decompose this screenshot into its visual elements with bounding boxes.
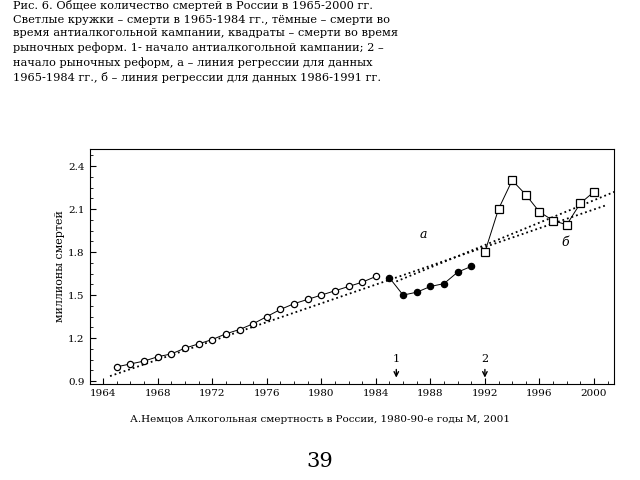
Text: 2: 2: [481, 354, 488, 376]
Text: Рис. 6. Общее количество смертей в России в 1965-2000 гг.
Светлые кружки – смерт: Рис. 6. Общее количество смертей в Росси…: [13, 0, 398, 83]
Text: 1: 1: [393, 354, 400, 376]
Text: б: б: [561, 236, 569, 249]
Text: А.Немцов Алкогольная смертность в России, 1980-90-е годы М, 2001: А.Немцов Алкогольная смертность в России…: [130, 416, 510, 424]
Text: 39: 39: [307, 452, 333, 471]
Text: а: а: [419, 228, 427, 241]
Y-axis label: миллионы смертей: миллионы смертей: [56, 210, 65, 323]
